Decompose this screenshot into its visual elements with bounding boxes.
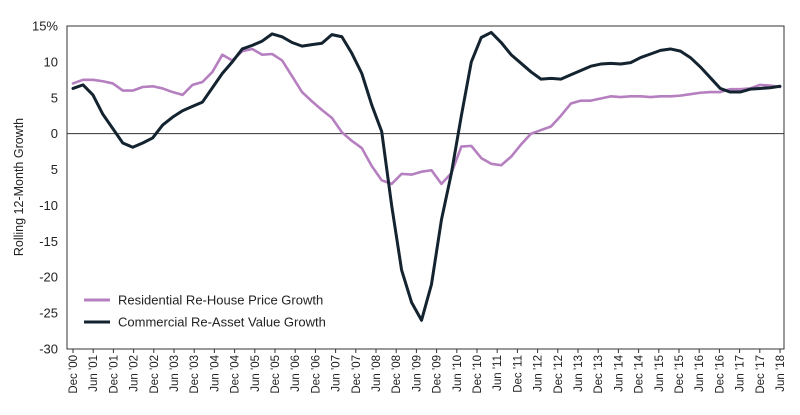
x-tick-label: Dec '06 xyxy=(310,355,322,394)
legend-label-residential: Residential Re-House Price Growth xyxy=(118,293,323,308)
x-axis-ticks xyxy=(72,349,781,353)
x-tick-label: Jun '13 xyxy=(573,355,585,392)
x-tick-label: Jun '18 xyxy=(775,355,787,392)
x-tick-label: Dec '12 xyxy=(553,355,565,394)
x-tick-label: Jun '01 xyxy=(88,355,100,392)
x-tick-label: Dec '17 xyxy=(755,355,767,394)
y-tick-label: 15% xyxy=(32,19,58,34)
x-tick-label: Dec '04 xyxy=(230,354,242,393)
x-tick-label: Jun '05 xyxy=(250,355,262,392)
x-tick-label: Dec '08 xyxy=(391,355,403,394)
x-tick-label: Jun '08 xyxy=(371,355,383,392)
x-tick-label: Dec '14 xyxy=(634,354,646,393)
x-tick-label: Jun '03 xyxy=(169,355,181,392)
x-tick-label: Jun '11 xyxy=(492,355,504,391)
x-tick-label: Jun '09 xyxy=(411,355,423,392)
y-tick-label: 10 xyxy=(44,54,58,69)
y-axis-tick-labels: 15% 10 5 0 5 -10 -15 -20 -25 -30 xyxy=(32,19,58,357)
y-tick-label: 5 xyxy=(51,162,58,177)
y-tick-label: 0 xyxy=(51,126,58,141)
series-lines xyxy=(71,30,782,322)
x-tick-label: Dec '03 xyxy=(189,355,201,394)
y-tick-label: -20 xyxy=(39,270,58,285)
x-tick-label: Dec '07 xyxy=(351,355,363,394)
x-axis-tick-labels: Dec '00 Jun '01 Dec '01 Jun '02 Dec '02 Jun '… xyxy=(68,354,787,393)
y-axis-title: Rolling 12-Month Growth xyxy=(12,118,26,256)
x-tick-label: Jun '04 xyxy=(209,354,221,391)
x-tick-label: Dec '02 xyxy=(149,355,161,394)
y-tick-label: 5 xyxy=(51,90,58,105)
series-line-commercial xyxy=(71,30,782,322)
legend: Residential Re-House Price Growth Commer… xyxy=(84,293,326,330)
x-tick-label: Dec '00 xyxy=(68,355,80,394)
x-tick-label: Dec '11 xyxy=(512,355,524,393)
y-tick-label: -10 xyxy=(39,198,58,213)
x-tick-label: Dec '01 xyxy=(108,355,120,394)
x-tick-label: Dec '13 xyxy=(593,355,605,394)
x-tick-label: Jun '14 xyxy=(613,354,625,391)
x-tick-label: Jun '07 xyxy=(331,355,343,392)
x-tick-label: Dec '09 xyxy=(432,355,444,394)
x-tick-label: Jun '10 xyxy=(452,355,464,392)
x-tick-label: Jun '17 xyxy=(735,355,747,392)
legend-label-commercial: Commercial Re-Asset Value Growth xyxy=(118,315,326,330)
y-tick-label: -25 xyxy=(39,306,58,321)
x-tick-label: Dec '10 xyxy=(472,355,484,394)
x-tick-label: Jun '15 xyxy=(654,355,666,392)
series-line-residential xyxy=(71,47,782,186)
x-tick-label: Jun '06 xyxy=(290,355,302,392)
x-tick-label: Jun '12 xyxy=(533,355,545,392)
x-tick-label: Dec '15 xyxy=(674,355,686,394)
x-tick-label: Jun '02 xyxy=(129,355,141,392)
x-tick-label: Jun '16 xyxy=(694,355,706,392)
plot-area-frame xyxy=(66,25,785,350)
y-tick-label: -30 xyxy=(39,342,58,357)
x-tick-label: Dec '16 xyxy=(714,355,726,394)
x-tick-label: Dec '05 xyxy=(270,355,282,394)
y-tick-label: -15 xyxy=(39,234,58,249)
